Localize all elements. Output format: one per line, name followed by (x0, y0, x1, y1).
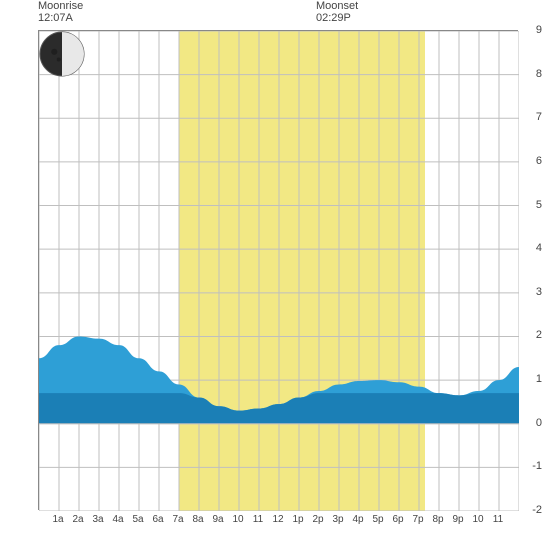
moonset-block: Moonset 02:29P (316, 0, 358, 24)
y-tick-label: -1 (520, 460, 542, 472)
tide-chart-container: Moonrise 12:07A Moonset 02:29P -2-101234… (0, 0, 550, 550)
x-tick-label: 11 (253, 514, 263, 525)
x-tick-label: 11 (493, 514, 503, 525)
chart-header: Moonrise 12:07A Moonset 02:29P (0, 0, 550, 28)
y-tick-label: 2 (520, 329, 542, 341)
x-tick-label: 7p (412, 514, 423, 525)
y-axis: -2-10123456789 (520, 30, 542, 510)
x-tick-label: 1a (52, 514, 63, 525)
moonset-label: Moonset (316, 0, 358, 12)
moonrise-block: Moonrise 12:07A (38, 0, 83, 24)
moonrise-label: Moonrise (38, 0, 83, 12)
moon-phase-icon (39, 31, 85, 77)
y-tick-label: 3 (520, 286, 542, 298)
chart-svg (39, 31, 519, 511)
y-tick-label: 4 (520, 242, 542, 254)
y-tick-label: 5 (520, 199, 542, 211)
y-tick-label: 9 (520, 24, 542, 36)
y-tick-label: 6 (520, 155, 542, 167)
y-tick-label: 8 (520, 68, 542, 80)
x-tick-label: 5a (132, 514, 143, 525)
x-tick-label: 8a (192, 514, 203, 525)
x-tick-label: 10 (232, 514, 243, 525)
y-tick-label: 7 (520, 111, 542, 123)
moonset-time: 02:29P (316, 12, 358, 24)
y-tick-label: 0 (520, 417, 542, 429)
tide-chart (38, 30, 518, 510)
x-tick-label: 2a (72, 514, 83, 525)
x-tick-label: 12 (272, 514, 283, 525)
x-tick-label: 3p (332, 514, 343, 525)
x-tick-label: 1p (292, 514, 303, 525)
x-tick-label: 10 (472, 514, 483, 525)
x-tick-label: 5p (372, 514, 383, 525)
x-tick-label: 4a (112, 514, 123, 525)
x-tick-label: 6p (392, 514, 403, 525)
x-tick-label: 7a (172, 514, 183, 525)
y-tick-label: 1 (520, 373, 542, 385)
x-axis: 1a 2a 3a 4a 5a 6a 7a 8a 9a 10 11 12 1p 2p 3p 4p 5p 6p 7p 8p… (38, 514, 518, 530)
x-tick-label: 6a (152, 514, 163, 525)
x-tick-label: 4p (352, 514, 363, 525)
x-tick-label: 8p (432, 514, 443, 525)
y-tick-label: -2 (520, 504, 542, 516)
x-tick-label: 9p (452, 514, 463, 525)
x-tick-label: 3a (92, 514, 103, 525)
x-tick-label: 9a (212, 514, 223, 525)
moonrise-time: 12:07A (38, 12, 83, 24)
x-tick-label: 2p (312, 514, 323, 525)
